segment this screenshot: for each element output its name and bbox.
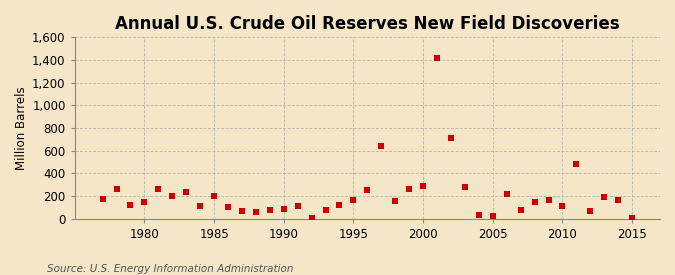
Point — [585, 208, 596, 213]
Point — [306, 215, 317, 220]
Point — [139, 200, 150, 205]
Point — [376, 144, 387, 148]
Point — [265, 207, 275, 212]
Point — [111, 187, 122, 191]
Point — [181, 190, 192, 194]
Point — [250, 210, 261, 215]
Point — [418, 184, 429, 188]
Point — [599, 194, 610, 199]
Point — [348, 198, 359, 202]
Point — [487, 214, 498, 219]
Point — [446, 136, 456, 141]
Point — [515, 207, 526, 212]
Point — [97, 197, 108, 201]
Point — [125, 203, 136, 207]
Point — [557, 204, 568, 208]
Title: Annual U.S. Crude Oil Reserves New Field Discoveries: Annual U.S. Crude Oil Reserves New Field… — [115, 15, 620, 33]
Point — [626, 215, 637, 220]
Point — [543, 198, 554, 202]
Point — [473, 213, 484, 217]
Point — [404, 186, 414, 191]
Point — [320, 207, 331, 212]
Point — [431, 56, 442, 60]
Point — [236, 208, 247, 213]
Point — [209, 194, 219, 198]
Point — [502, 192, 512, 197]
Point — [223, 205, 234, 210]
Point — [334, 203, 345, 207]
Point — [571, 162, 582, 166]
Point — [390, 198, 401, 203]
Text: Source: U.S. Energy Information Administration: Source: U.S. Energy Information Administ… — [47, 264, 294, 274]
Point — [292, 204, 303, 208]
Point — [153, 187, 164, 191]
Point — [613, 198, 624, 202]
Point — [167, 194, 178, 198]
Point — [529, 200, 540, 205]
Point — [362, 188, 373, 192]
Y-axis label: Million Barrels: Million Barrels — [15, 86, 28, 170]
Point — [278, 206, 289, 211]
Point — [194, 204, 205, 208]
Point — [460, 185, 470, 189]
